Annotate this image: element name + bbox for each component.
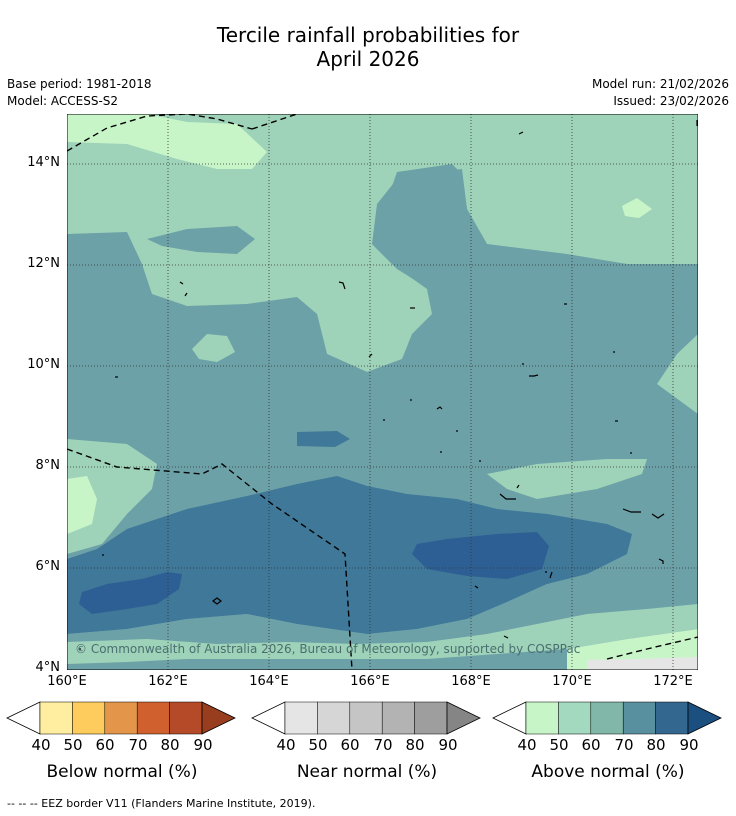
darkblue-region-east bbox=[412, 532, 549, 579]
near-tick-80: 80 bbox=[405, 736, 425, 754]
blue-blob-center bbox=[297, 431, 350, 447]
above-tick-70: 70 bbox=[614, 736, 634, 754]
below-colorbar-swatch bbox=[169, 701, 203, 735]
below-colorbar-max-arrow bbox=[201, 701, 236, 735]
near-colorbar-swatch bbox=[284, 701, 318, 735]
above-colorbar-min-arrow bbox=[492, 701, 527, 735]
below-tick-90: 90 bbox=[193, 736, 213, 754]
model-label: Model: ACCESS-S2 bbox=[7, 94, 119, 108]
x-tick-162e: 162°E bbox=[148, 674, 188, 689]
x-tick-160e: 160°E bbox=[47, 674, 87, 689]
below-tick-70: 70 bbox=[128, 736, 148, 754]
near-normal-label: Near normal (%) bbox=[296, 762, 438, 782]
base-period-label: Base period: 1981-2018 bbox=[7, 77, 152, 91]
above-normal-colorbar bbox=[492, 701, 722, 735]
near-normal-colorbar bbox=[251, 701, 481, 735]
near-colorbar-min-arrow bbox=[251, 701, 286, 735]
green-blob-center bbox=[192, 334, 235, 362]
darkblue-region-west bbox=[79, 572, 182, 614]
above-tick-90: 90 bbox=[679, 736, 699, 754]
green-region-southeast bbox=[487, 459, 647, 499]
rainfall-map: © Commonwealth of Australia 2026, Bureau… bbox=[67, 114, 698, 670]
below-tick-40: 40 bbox=[31, 736, 51, 754]
below-normal-colorbar bbox=[6, 701, 236, 735]
graticule bbox=[67, 114, 698, 670]
above-colorbar-swatch bbox=[590, 701, 624, 735]
x-tick-168e: 168°E bbox=[451, 674, 491, 689]
map-title-line2: April 2026 bbox=[316, 47, 420, 71]
below-tick-50: 50 bbox=[63, 736, 83, 754]
near-colorbar-swatch bbox=[414, 701, 448, 735]
below-tick-60: 60 bbox=[95, 736, 115, 754]
above-tick-60: 60 bbox=[581, 736, 601, 754]
above-tick-50: 50 bbox=[549, 736, 569, 754]
lightgreen-region-southwest bbox=[67, 476, 97, 534]
near-tick-60: 60 bbox=[340, 736, 360, 754]
x-tick-170e: 170°E bbox=[552, 674, 592, 689]
above-tick-80: 80 bbox=[646, 736, 666, 754]
below-colorbar-swatch bbox=[72, 701, 106, 735]
below-colorbar-swatch bbox=[39, 701, 73, 735]
near-tick-40: 40 bbox=[276, 736, 296, 754]
above-tick-40: 40 bbox=[517, 736, 537, 754]
near-normal-patch bbox=[587, 657, 698, 670]
above-colorbar-swatch bbox=[622, 701, 656, 735]
issued-label: Issued: 23/02/2026 bbox=[613, 94, 729, 108]
eez-border-note: -- -- -- EEZ border V11 (Flanders Marine… bbox=[7, 797, 316, 810]
near-colorbar-max-arrow bbox=[446, 701, 481, 735]
x-tick-166e: 166°E bbox=[350, 674, 390, 689]
eez-border bbox=[67, 114, 698, 670]
islands bbox=[79, 120, 698, 650]
above-colorbar-swatch bbox=[558, 701, 592, 735]
green-region-north bbox=[67, 114, 698, 372]
near-tick-70: 70 bbox=[373, 736, 393, 754]
above-normal-label: Above normal (%) bbox=[531, 762, 685, 782]
copyright-text: © Commonwealth of Australia 2026, Bureau… bbox=[75, 642, 580, 656]
above-colorbar-swatch bbox=[525, 701, 559, 735]
below-colorbar-swatch bbox=[136, 701, 170, 735]
y-tick-6n: 6°N bbox=[35, 559, 61, 574]
lightgreen-region-north bbox=[67, 114, 267, 169]
near-tick-50: 50 bbox=[308, 736, 328, 754]
below-tick-80: 80 bbox=[160, 736, 180, 754]
below-colorbar-min-arrow bbox=[6, 701, 41, 735]
green-region-south bbox=[67, 604, 698, 664]
below-colorbar-swatch bbox=[104, 701, 138, 735]
y-tick-10n: 10°N bbox=[27, 357, 60, 372]
near-colorbar-swatch bbox=[317, 701, 351, 735]
near-colorbar-swatch bbox=[349, 701, 383, 735]
teal-band-upper bbox=[67, 169, 698, 534]
model-run-label: Model run: 21/02/2026 bbox=[591, 77, 729, 91]
x-tick-164e: 164°E bbox=[249, 674, 289, 689]
x-tick-172e: 172°E bbox=[653, 674, 693, 689]
near-colorbar-swatch bbox=[381, 701, 415, 735]
near-tick-90: 90 bbox=[438, 736, 458, 754]
teal-blob-north bbox=[147, 226, 255, 254]
blue-region-south bbox=[67, 476, 632, 634]
above-colorbar-max-arrow bbox=[687, 701, 722, 735]
y-tick-4n: 4°N bbox=[35, 660, 61, 675]
y-tick-8n: 8°N bbox=[35, 458, 61, 473]
above-colorbar-swatch bbox=[655, 701, 689, 735]
y-tick-14n: 14°N bbox=[27, 155, 60, 170]
map-title-line1: Tercile rainfall probabilities for bbox=[216, 23, 520, 47]
y-tick-12n: 12°N bbox=[27, 256, 60, 271]
green-region-east bbox=[657, 334, 698, 414]
lightgreen-blob bbox=[622, 198, 652, 218]
below-normal-label: Below normal (%) bbox=[46, 762, 198, 782]
